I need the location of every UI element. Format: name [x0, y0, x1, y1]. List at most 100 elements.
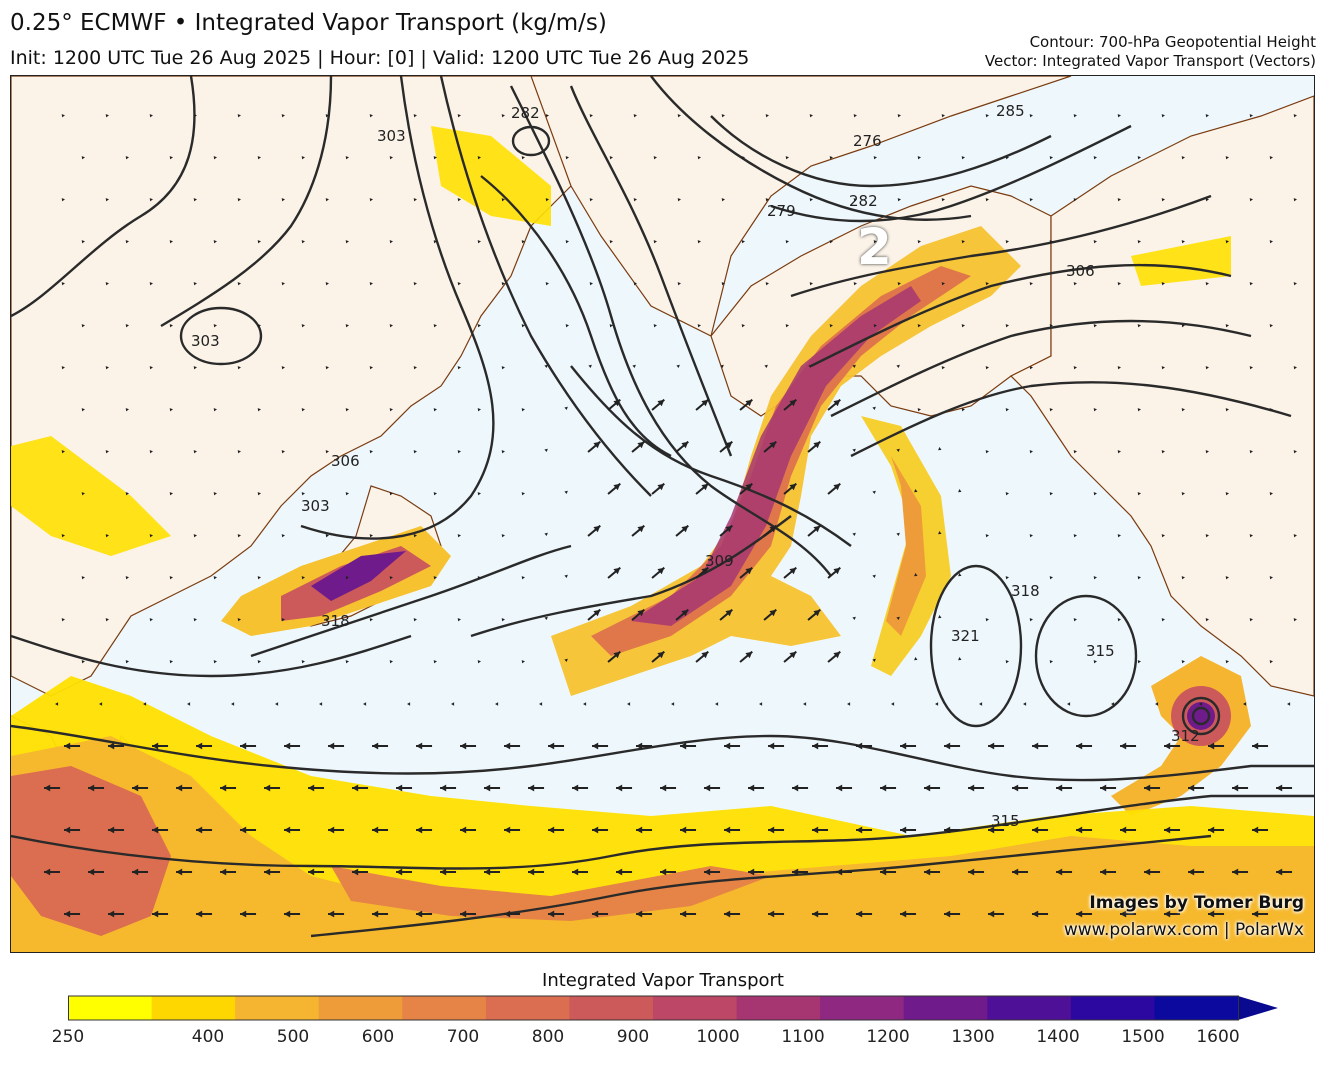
vector-arrowhead: [213, 492, 217, 496]
vector-arrowhead: [451, 702, 455, 706]
vector-arrowhead: [477, 240, 481, 244]
vector-arrowhead: [61, 366, 65, 370]
vector-arrowhead: [369, 114, 373, 118]
vector-arrowhead: [1073, 198, 1077, 202]
vector-arrowhead: [633, 198, 637, 202]
vector-arrowhead: [657, 483, 665, 491]
vector-arrowhead: [592, 826, 599, 834]
vector-arrowhead: [1293, 282, 1297, 286]
vector-arrowhead: [1225, 240, 1229, 244]
vector-arrowhead: [1100, 868, 1107, 876]
vector-arrowhead: [1161, 198, 1165, 202]
vector-arrowhead: [829, 240, 833, 244]
contour-label: 318: [1011, 582, 1040, 600]
vector-arrowhead: [55, 702, 59, 706]
vector-arrowhead: [856, 826, 863, 834]
vector-arrowhead: [1205, 114, 1209, 118]
vector-arrowhead: [636, 826, 643, 834]
vector-arrowhead: [809, 282, 813, 286]
north-america-land: [1009, 95, 1314, 697]
vector-arrowhead: [1269, 156, 1273, 160]
contour-label: 306: [331, 452, 360, 470]
vector-arrowhead: [900, 826, 907, 834]
vector-arrowhead: [609, 324, 613, 328]
vector-arrowhead: [1249, 618, 1253, 622]
vector-arrowhead: [1073, 534, 1077, 538]
vector-arrowhead: [81, 492, 85, 496]
colorbar-tick-label: 1500: [1121, 1027, 1165, 1047]
vector-arrowhead: [873, 156, 877, 160]
vector-arrowhead: [1111, 702, 1115, 706]
vector-arrowhead: [836, 868, 843, 876]
vector-arrowhead: [1181, 492, 1185, 496]
vector-arrowhead: [935, 702, 939, 706]
vector-arrowhead: [169, 408, 173, 412]
vector-arrowhead: [460, 742, 467, 750]
vector-arrowhead: [1117, 534, 1121, 538]
vector-arrowhead: [1067, 702, 1071, 706]
vector-arrowhead: [528, 784, 535, 792]
vector-arrowhead: [803, 702, 807, 706]
vector-arrowhead: [657, 399, 665, 407]
vector-arrowhead: [301, 576, 305, 580]
vector-arrowhead: [264, 784, 271, 792]
vector-arrowhead: [1269, 324, 1273, 328]
vector-arrowhead: [301, 156, 305, 160]
vector-arrowhead: [1120, 826, 1127, 834]
vector-arrowhead: [1117, 618, 1121, 622]
vector-arrowhead: [748, 784, 755, 792]
vector-arrowhead: [1029, 534, 1033, 538]
vector-arrowhead: [565, 240, 569, 244]
vector-arrowhead: [724, 742, 731, 750]
vector-arrowhead: [1164, 826, 1171, 834]
vector-arrowhead: [1243, 702, 1247, 706]
vector-arrowhead: [284, 742, 291, 750]
vector-arrowhead: [979, 702, 983, 706]
vector-arrowhead: [671, 702, 675, 706]
vector-arrowhead: [564, 574, 568, 578]
vector-arrowhead: [1117, 366, 1121, 370]
vector-arrowhead: [1249, 534, 1253, 538]
contour-legend: Contour: 700-hPa Geopotential Height: [1029, 33, 1316, 51]
vector-arrowhead: [1032, 910, 1039, 918]
contour-label: 303: [301, 497, 330, 515]
vector-arrowhead: [847, 702, 851, 706]
vector-arrowhead: [105, 450, 109, 454]
contour-label: 321: [951, 627, 980, 645]
vector-arrowhead: [44, 868, 51, 876]
colorbar-swatch: [318, 996, 403, 1020]
vector-arrowhead: [944, 910, 951, 918]
vector-arrowhead: [1049, 408, 1053, 412]
vector-arrowhead: [257, 408, 261, 412]
vector-arrowhead: [1073, 450, 1077, 454]
vector-arrowhead: [676, 364, 680, 368]
vector-arrowhead: [369, 534, 373, 538]
contour-label: 282: [849, 192, 878, 210]
vector-arrowhead: [1005, 240, 1009, 244]
vector-arrowhead: [545, 282, 549, 286]
vector-arrowhead: [741, 156, 745, 160]
vector-arrowhead: [61, 450, 65, 454]
vector-arrowhead: [1155, 702, 1159, 706]
vector-arrowhead: [1029, 366, 1033, 370]
vector-arrowhead: [852, 532, 856, 536]
contour-label: 315: [1086, 642, 1115, 660]
vector-arrowhead: [938, 615, 942, 619]
vector-arrowhead: [396, 784, 403, 792]
vector-arrowhead: [768, 742, 775, 750]
vector-arrowhead: [900, 910, 907, 918]
vector-arrowhead: [237, 282, 241, 286]
vector-arrowhead: [988, 742, 995, 750]
contour-label: 303: [377, 127, 406, 145]
vector-arrowhead: [521, 492, 525, 496]
vector-arrowhead: [413, 618, 417, 622]
vector-arrowhead: [1029, 450, 1033, 454]
vector-arrowhead: [281, 450, 285, 454]
page-title: 0.25° ECMWF • Integrated Vapor Transport…: [10, 10, 607, 36]
vector-arrowhead: [1232, 784, 1239, 792]
vector-arrowhead: [416, 826, 423, 834]
contour-label: 303: [191, 332, 220, 350]
vector-arrowhead: [1049, 324, 1053, 328]
vector-arrowhead: [325, 618, 329, 622]
vector-arrowhead: [1012, 784, 1019, 792]
